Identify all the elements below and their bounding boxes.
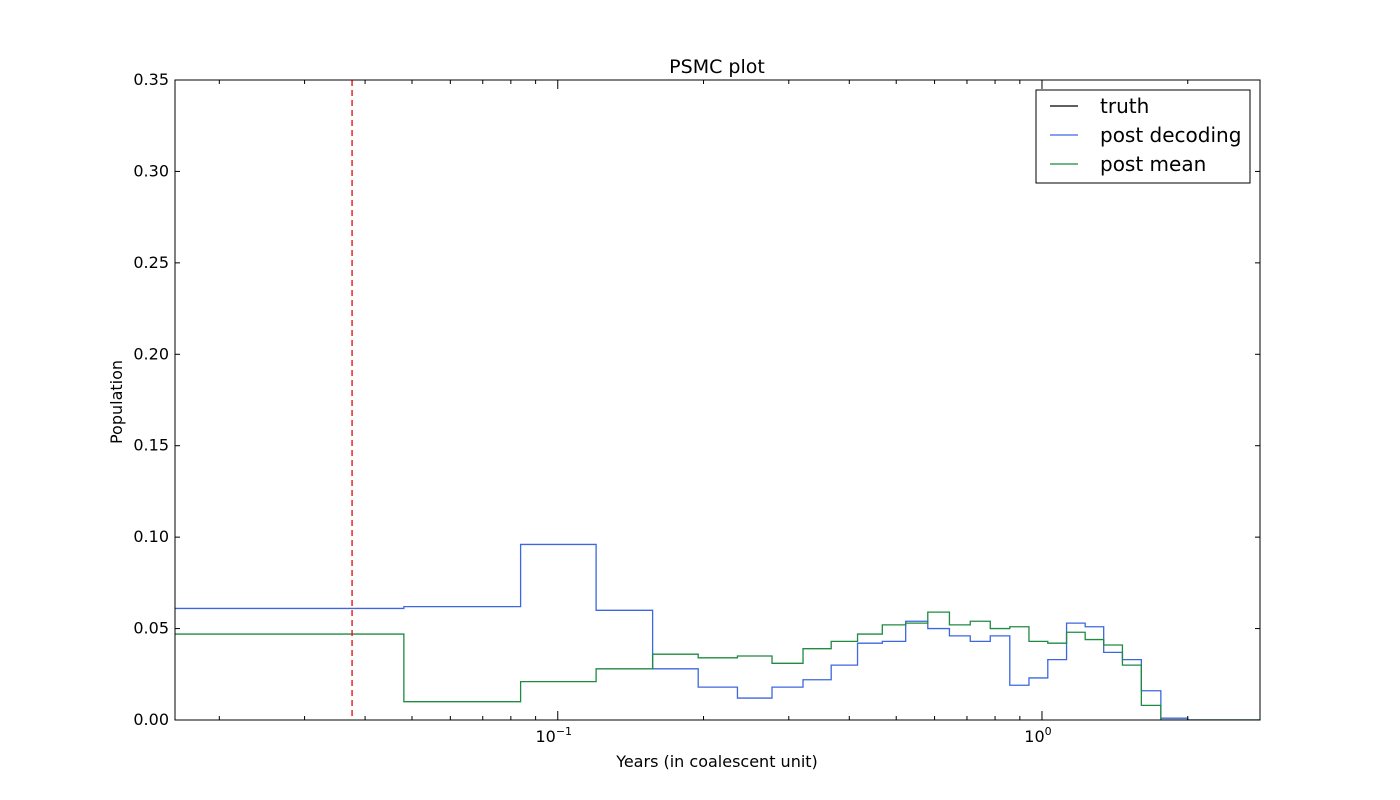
axes: 0.00 0.05 0.10 0.15 0.20 0.25 0.30 0.35 10−1 100 bbox=[133, 70, 1261, 746]
chart-title: PSMC plot bbox=[669, 56, 765, 78]
x-tick-label: 10−1 bbox=[535, 725, 572, 746]
x-axis-label: Years (in coalescent unit) bbox=[615, 752, 818, 771]
legend: truth post decoding post mean bbox=[1035, 89, 1251, 184]
x-tick-label: 100 bbox=[1024, 725, 1051, 746]
y-axis-label: Population bbox=[107, 360, 126, 444]
y-tick-label: 0.15 bbox=[133, 436, 169, 455]
series-line-post-mean bbox=[175, 611, 1260, 720]
y-tick-label: 0.20 bbox=[133, 344, 169, 363]
y-tick-label: 0.05 bbox=[133, 619, 169, 638]
legend-label: truth bbox=[1100, 94, 1149, 118]
y-tick-label: 0.25 bbox=[133, 253, 169, 272]
series-line-post-decoding bbox=[175, 543, 1260, 720]
legend-label: post mean bbox=[1100, 152, 1206, 176]
plot-content bbox=[175, 80, 1260, 720]
plot-frame bbox=[174, 79, 1261, 721]
legend-label: post decoding bbox=[1100, 123, 1241, 147]
y-tick-label: 0.30 bbox=[133, 161, 169, 180]
y-tick-label: 0.10 bbox=[133, 527, 169, 546]
y-tick-label: 0.35 bbox=[133, 70, 169, 89]
y-tick-label: 0.00 bbox=[133, 710, 169, 729]
